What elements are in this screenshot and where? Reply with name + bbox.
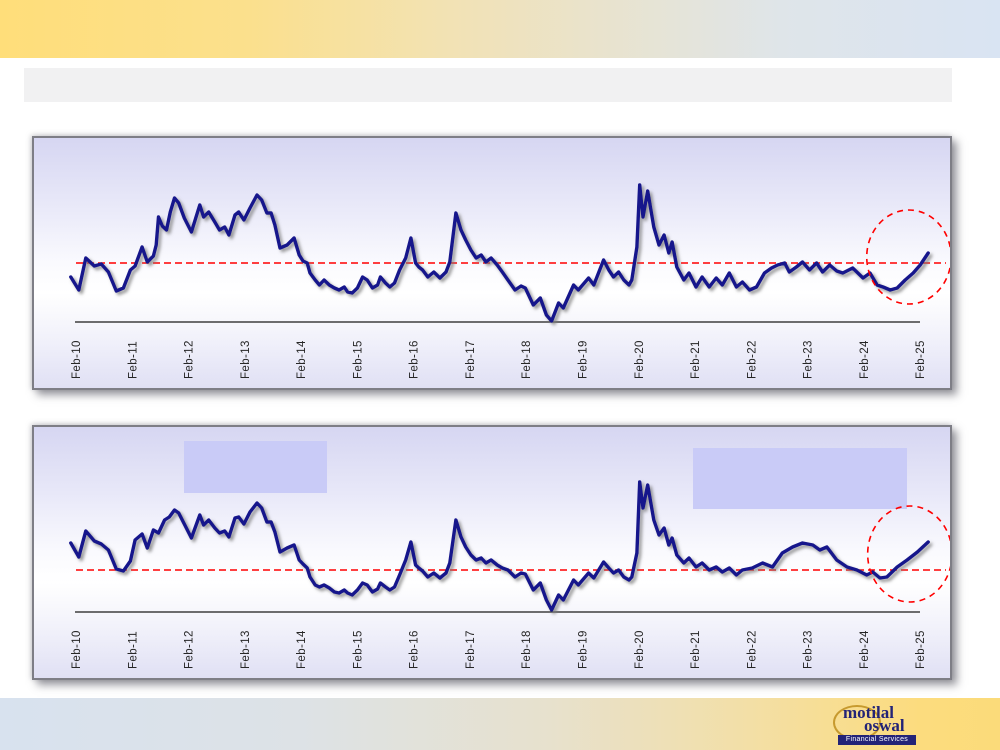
svg-text:Feb-14: Feb-14 — [296, 630, 308, 669]
svg-text:Feb-10: Feb-10 — [71, 340, 83, 379]
svg-text:Feb-23: Feb-23 — [803, 630, 815, 669]
svg-text:Feb-14: Feb-14 — [296, 340, 308, 379]
svg-text:Feb-25: Feb-25 — [915, 340, 927, 379]
logo-tagline: Financial Services — [838, 735, 916, 745]
line-chart-1: Feb-10 Feb-11 Feb-12 Feb-13 Feb-14 Feb-15 Feb-… — [69, 183, 950, 379]
svg-text:Feb-20: Feb-20 — [634, 630, 646, 669]
svg-text:Feb-21: Feb-21 — [690, 630, 702, 669]
chart-panel-1: Feb-10 Feb-11 Feb-12 Feb-13 Feb-14 Feb-15 Feb-… — [32, 136, 952, 390]
svg-text:Feb-22: Feb-22 — [746, 630, 758, 669]
svg-text:Feb-24: Feb-24 — [859, 630, 871, 669]
svg-text:Feb-17: Feb-17 — [465, 340, 477, 379]
logo-word-1: motilal — [843, 703, 894, 722]
svg-text:Feb-21: Feb-21 — [690, 340, 702, 379]
svg-text:Feb-20: Feb-20 — [634, 340, 646, 379]
logo-word-2: oswal — [864, 716, 905, 735]
svg-text:Feb-18: Feb-18 — [521, 340, 533, 379]
top-gradient-banner — [0, 0, 1000, 58]
svg-text:Feb-11: Feb-11 — [127, 631, 139, 669]
svg-text:Feb-17: Feb-17 — [465, 630, 477, 669]
blank-callout-box-2 — [693, 448, 907, 509]
title-bar — [24, 68, 952, 102]
svg-text:Feb-19: Feb-19 — [578, 340, 590, 379]
svg-text:Feb-16: Feb-16 — [409, 340, 421, 379]
svg-text:Feb-18: Feb-18 — [521, 630, 533, 669]
svg-text:Feb-22: Feb-22 — [746, 340, 758, 379]
svg-text:Feb-13: Feb-13 — [240, 630, 252, 669]
svg-text:Feb-23: Feb-23 — [803, 340, 815, 379]
svg-text:Feb-13: Feb-13 — [240, 340, 252, 379]
blank-callout-box-1 — [184, 441, 327, 493]
svg-text:Feb-12: Feb-12 — [184, 340, 196, 379]
chart-panel-2: Feb-10 Feb-11 Feb-12 Feb-13 Feb-14 Feb-15 Feb-… — [32, 425, 952, 680]
motilal-oswal-logo: motilal oswal Financial Services — [830, 700, 924, 748]
svg-text:Feb-15: Feb-15 — [352, 340, 364, 379]
svg-text:Feb-15: Feb-15 — [352, 630, 364, 669]
line-chart-2: Feb-10 Feb-11 Feb-12 Feb-13 Feb-14 Feb-15 Feb-… — [69, 480, 950, 669]
svg-text:Feb-11: Feb-11 — [127, 341, 139, 379]
svg-text:Feb-24: Feb-24 — [859, 340, 871, 379]
svg-text:Feb-25: Feb-25 — [915, 630, 927, 669]
svg-text:Feb-19: Feb-19 — [578, 630, 590, 669]
slide-title — [24, 68, 952, 84]
svg-text:Feb-10: Feb-10 — [71, 630, 83, 669]
svg-text:Feb-12: Feb-12 — [184, 630, 196, 669]
svg-text:Feb-16: Feb-16 — [409, 630, 421, 669]
